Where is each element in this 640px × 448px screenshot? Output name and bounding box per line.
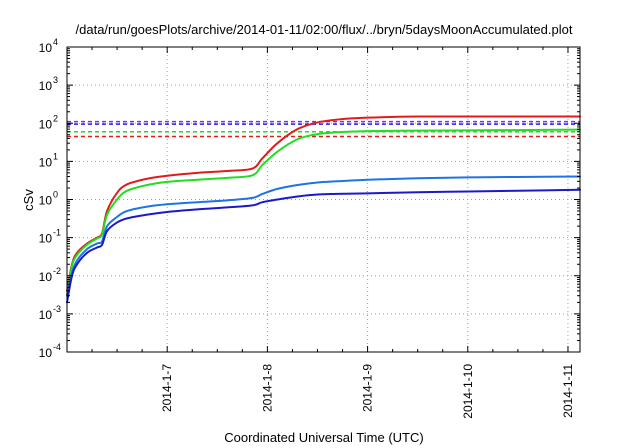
- y-tick-label: 10: [39, 308, 53, 322]
- x-tick-label: 2014-1-11: [561, 364, 575, 418]
- tick-layer: [67, 46, 580, 353]
- chart-title: /data/run/goesPlots/archive/2014-01-11/0…: [76, 22, 573, 37]
- y-tick-exponent: 1: [53, 151, 58, 161]
- x-tick-labels: 2014-1-7 2014-1-8 2014-1-9 2014-1-10 2014-1-…: [160, 364, 575, 419]
- grid-layer: [67, 47, 580, 352]
- series-line-2: [66, 128, 581, 297]
- y-tick-base: 10: [39, 79, 53, 93]
- y-tick-exponent: 3: [53, 75, 58, 85]
- series-line-1: [66, 115, 581, 292]
- y-tick-exponent: -2: [53, 266, 61, 276]
- series-line-3: [66, 175, 581, 297]
- x-tick-label: 2014-1-7: [160, 364, 174, 412]
- series-line-4: [66, 188, 581, 304]
- y-tick-exponent: -4: [53, 342, 61, 352]
- y-tick-label: 10: [39, 41, 53, 55]
- y-tick-base: 10: [39, 232, 53, 246]
- y-tick-exponent: 0: [53, 190, 58, 200]
- y-tick-label: 10: [39, 346, 53, 360]
- y-tick-label: 10: [39, 194, 53, 208]
- y-tick-base: 10: [39, 194, 53, 208]
- y-tick-exponent: -1: [53, 228, 61, 238]
- y-tick-base: 10: [39, 346, 53, 360]
- y-tick-base: 10: [39, 41, 53, 55]
- y-axis-label: cSv: [21, 189, 36, 211]
- y-tick-base: 10: [39, 117, 53, 131]
- y-tick-label: 10: [39, 270, 53, 284]
- y-tick-label: 10: [39, 117, 53, 131]
- x-tick-label: 2014-1-8: [260, 364, 274, 412]
- y-tick-base: 10: [39, 270, 53, 284]
- threshold-layer: [67, 120, 580, 138]
- y-tick-exponent: 2: [53, 113, 58, 123]
- y-tick-base: 10: [39, 155, 53, 169]
- y-tick-label: 10: [39, 155, 53, 169]
- y-tick-label: 10: [39, 232, 53, 246]
- y-tick-label: 10: [39, 79, 53, 93]
- series-layer: [66, 115, 581, 304]
- y-tick-exponent: 4: [53, 37, 58, 47]
- x-tick-label: 2014-1-10: [461, 364, 475, 419]
- x-tick-label: 2014-1-9: [361, 364, 375, 412]
- y-tick-exponent: -3: [53, 304, 61, 314]
- x-axis-label: Coordinated Universal Time (UTC): [224, 430, 423, 445]
- y-tick-base: 10: [39, 308, 53, 322]
